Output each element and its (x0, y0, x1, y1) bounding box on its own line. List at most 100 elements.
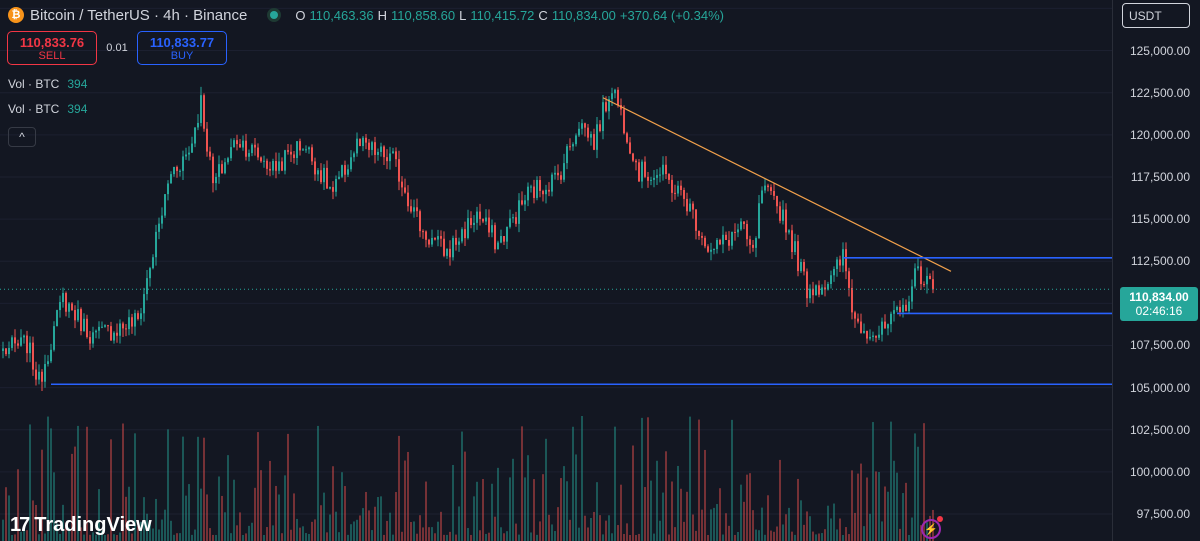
candle-body (383, 146, 385, 158)
candle-body (455, 237, 457, 245)
candle-body (68, 303, 70, 312)
volume-bar (248, 525, 250, 541)
candle-body (881, 321, 883, 335)
volume-bar (104, 534, 106, 541)
volume-bar (875, 471, 877, 541)
candle-body (272, 161, 274, 171)
lightning-icon[interactable]: ⚡ (921, 519, 941, 539)
volume-bar (740, 484, 742, 541)
candle-body (677, 185, 679, 194)
candle-body (410, 206, 412, 212)
candle-body (563, 163, 565, 180)
candle-body (50, 349, 52, 362)
price-tick-label: 115,000.00 (1130, 212, 1190, 227)
candle-body (425, 231, 427, 240)
volume-bar (233, 479, 235, 541)
candle-body (401, 181, 403, 188)
volume-bar (713, 507, 715, 541)
candle-body (317, 170, 319, 175)
volume-bar (140, 521, 142, 541)
sell-price: 110,833.76 (19, 34, 85, 50)
volume-bar (230, 533, 232, 541)
volume-bar (704, 449, 706, 541)
candle-body (131, 317, 133, 327)
candle-body (791, 230, 793, 253)
volume-bar (38, 534, 40, 541)
candle-body (368, 142, 370, 150)
candle-body (530, 186, 532, 188)
collapse-legend-button[interactable]: ^ (8, 127, 36, 147)
candle-body (452, 237, 454, 258)
indicator-label: Vol · BTC (8, 102, 60, 116)
candle-body (686, 198, 688, 212)
market-status-icon[interactable] (267, 8, 282, 22)
volume-bar (473, 496, 475, 541)
volume-bar (368, 510, 370, 541)
candle-body (704, 237, 706, 247)
volume-bar (476, 481, 478, 541)
candle-body (608, 99, 610, 112)
candle-body (539, 180, 541, 191)
tradingview-logo[interactable]: 17 TradingView (10, 514, 152, 537)
volume-bar (917, 446, 919, 541)
candle-body (434, 237, 436, 240)
volume-bar (665, 451, 667, 541)
candle-body (863, 330, 865, 333)
chart-area[interactable] (0, 0, 1112, 541)
candle-body (257, 147, 259, 158)
volume-bar (365, 491, 367, 541)
sell-button[interactable]: 110,833.76 SELL (7, 31, 97, 65)
volume-bar (827, 505, 829, 541)
trade-panel: 110,833.76 SELL 0.01 110,833.77 BUY (7, 31, 227, 65)
candle-body (758, 203, 760, 239)
candle-body (869, 336, 871, 339)
candle-body (137, 313, 139, 319)
volume-bar (203, 437, 205, 541)
symbol-title[interactable]: Bitcoin / TetherUS · 4h · Binance (30, 6, 248, 24)
volume-indicator-legend[interactable]: Vol · BTC 394 (8, 102, 87, 116)
candle-body (11, 337, 13, 348)
volume-bar (119, 532, 121, 541)
volume-bar (842, 534, 844, 541)
volume-bar (488, 532, 490, 541)
currency-select[interactable]: USDT (1122, 3, 1190, 28)
candle-body (170, 174, 172, 184)
volume-bar (677, 465, 679, 541)
candle-body (551, 174, 553, 192)
volume-bar (311, 521, 313, 541)
volume-bar (164, 509, 166, 541)
volume-bar (560, 478, 562, 541)
candle-body (23, 335, 25, 338)
candle-body (380, 146, 382, 152)
drawing-layer[interactable] (0, 97, 1112, 386)
volume-bar (503, 533, 505, 541)
price-tick-label: 102,500.00 (1129, 422, 1190, 437)
candle-body (407, 192, 409, 207)
candle-body (56, 310, 58, 327)
candle-body (71, 303, 73, 311)
candle-body (908, 301, 910, 312)
buy-button[interactable]: 110,833.77 BUY (137, 31, 227, 65)
volume-bar (398, 435, 400, 541)
volume-bar (797, 478, 799, 541)
candle-body (740, 221, 742, 230)
candle-body (413, 207, 415, 212)
volume-bar (656, 460, 658, 541)
volume-bar (182, 436, 184, 541)
volume-indicator-legend[interactable]: Vol · BTC 394 (8, 77, 87, 91)
ohlc-open-value: 110,463.36 (309, 7, 374, 23)
candle-body (611, 93, 613, 100)
volume-bar (758, 530, 760, 541)
candle-body (269, 168, 271, 171)
candle-body (329, 187, 331, 189)
price-axis[interactable]: 127,500.00125,000.00122,500.00120,000.00… (1112, 0, 1200, 541)
volume-bar (404, 460, 406, 541)
candle-body (626, 133, 628, 143)
volume-bar (32, 500, 34, 541)
sell-label: SELL (38, 49, 66, 62)
candle-body (917, 266, 919, 269)
volume-bar (8, 495, 10, 541)
volume-bar (707, 534, 709, 541)
candle-body (851, 287, 853, 313)
candle-body (605, 102, 607, 112)
